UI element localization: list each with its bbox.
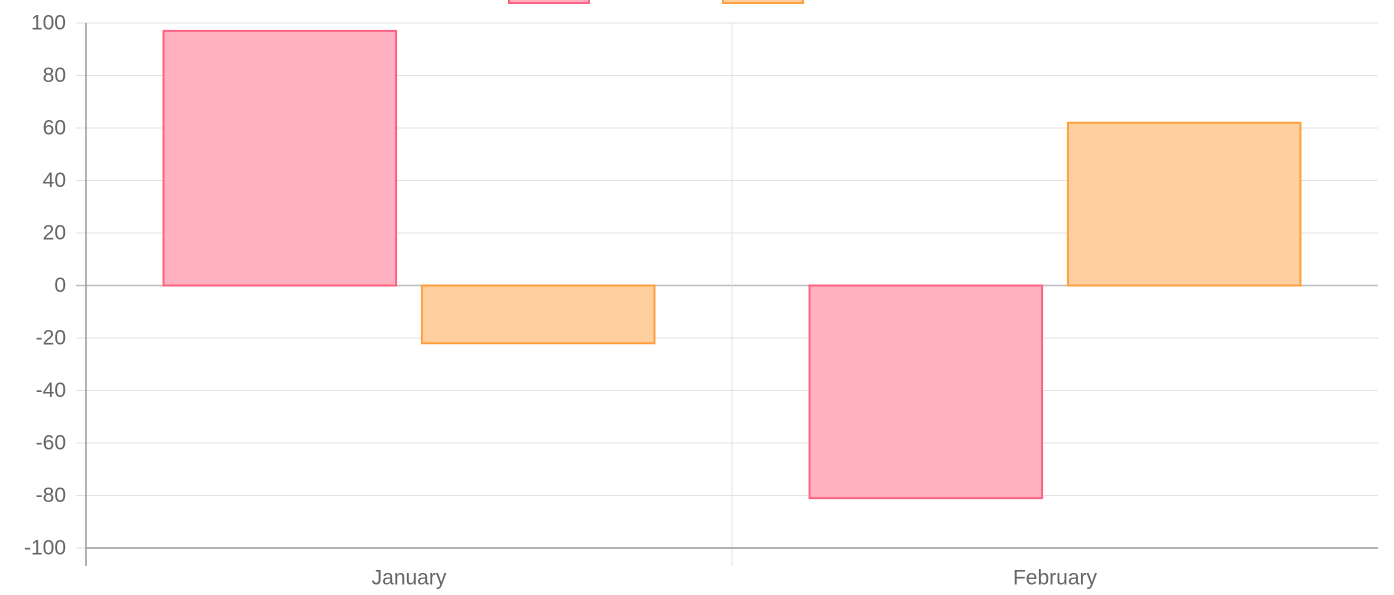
legend[interactable] — [508, 0, 804, 4]
y-tick-label: 40 — [43, 169, 66, 192]
y-tick-label: 80 — [43, 64, 66, 87]
y-tick-label: -100 — [24, 537, 66, 560]
y-tick-label: -60 — [36, 432, 66, 455]
y-tick-label: 60 — [43, 117, 66, 140]
bar-series-1-february[interactable] — [808, 284, 1044, 500]
y-tick-label: 100 — [31, 12, 66, 35]
x-tick-label: February — [1013, 567, 1098, 590]
bar-series-2-january[interactable] — [420, 284, 656, 345]
bar-series-1-january[interactable] — [162, 29, 398, 287]
y-tick-label: 0 — [54, 274, 66, 297]
tick-labels: 100 80 60 40 20 0 -20 -40 -60 -80 -100 January Febru… — [24, 12, 1098, 590]
legend-swatch-series-1[interactable] — [508, 0, 590, 4]
y-tick-label: 20 — [43, 222, 66, 245]
y-tick-label: -80 — [36, 484, 66, 507]
x-tick-label: January — [372, 567, 447, 590]
y-tick-label: -20 — [36, 327, 66, 350]
y-tick-label: -40 — [36, 379, 66, 402]
axes — [85, 23, 1378, 566]
bar-series-2-february[interactable] — [1066, 121, 1302, 287]
legend-swatch-series-2[interactable] — [722, 0, 804, 4]
bars — [162, 29, 1302, 500]
